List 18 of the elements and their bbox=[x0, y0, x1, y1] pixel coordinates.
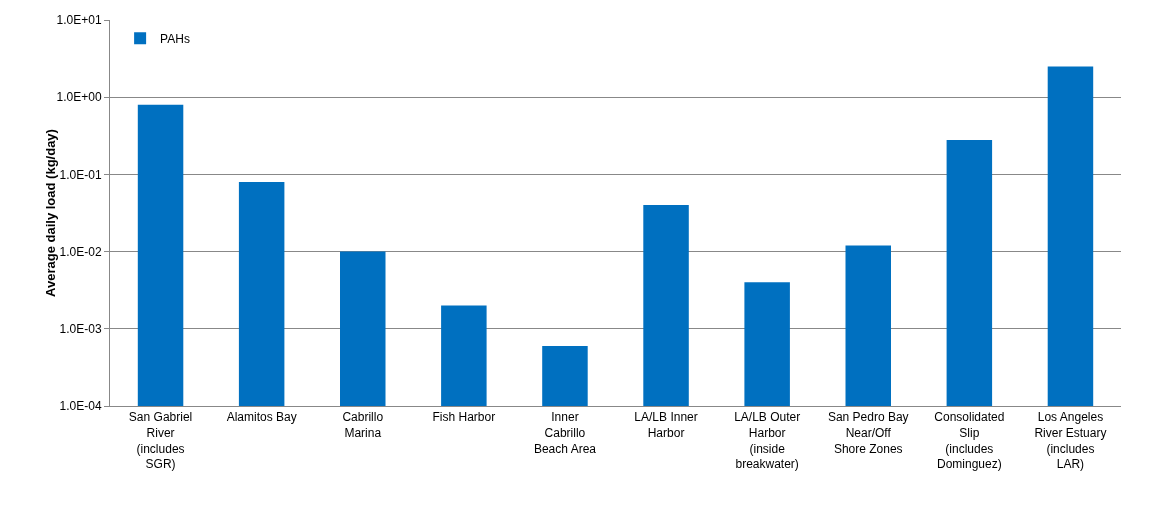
x-tick-label: San Pedro Bay Near/Off Shore Zones bbox=[827, 410, 909, 456]
y-tick-label: 1.0E-02 bbox=[59, 244, 102, 259]
x-tick-label: LA/LB Outer Harbor (inside breakwater) bbox=[734, 410, 801, 472]
y-tick-label: 1.0E-03 bbox=[59, 322, 102, 336]
y-axis-title: Average daily load (kg/day) bbox=[42, 129, 58, 297]
x-tick-label: Cabrillo Marina bbox=[342, 410, 384, 440]
y-tick-label: 1.0E+01 bbox=[56, 13, 102, 28]
x-tick-label: Inner Cabrillo Beach Area bbox=[533, 410, 597, 456]
x-tick-label: San Gabriel River (includes SGR) bbox=[128, 410, 193, 472]
x-tick-label: Alamitos Bay bbox=[226, 410, 297, 425]
x-tick-label: LA/LB Inner Harbor bbox=[634, 410, 698, 440]
x-tick-label: Fish Harbor bbox=[432, 410, 496, 425]
x-tick-label: Los Angeles River Estuary (includes LAR) bbox=[1034, 410, 1107, 472]
x-tick-label: Consolidated Slip (includes Dominguez) bbox=[934, 410, 1005, 472]
y-tick-label: 1.0E-04 bbox=[59, 399, 102, 414]
y-tick-label: 1.0E+00 bbox=[56, 90, 102, 105]
legend-label: PAHs bbox=[160, 32, 190, 47]
y-tick-label: 1.0E-01 bbox=[59, 167, 102, 182]
